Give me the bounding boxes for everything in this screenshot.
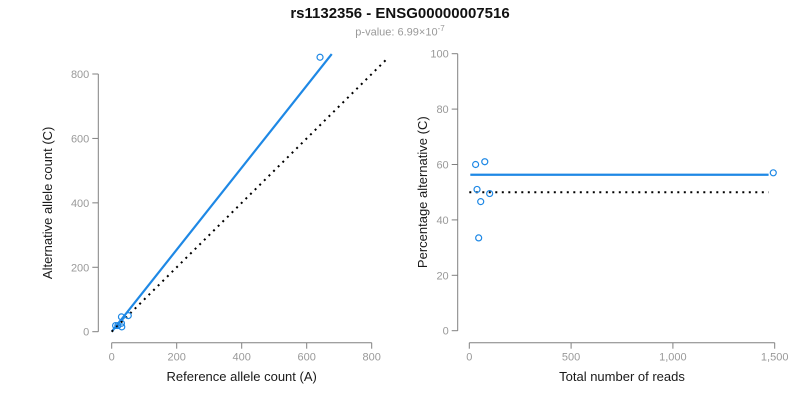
x-tick-label: 400 [233,352,251,364]
percentage-scatter-y-axis-title: Percentage alternative (C) [415,116,430,268]
data-point [117,313,126,321]
data-point [316,53,324,61]
y-tick-label: 80 [436,104,448,116]
x-tick-label: 0 [109,352,115,364]
fitted-ratio-line [110,53,333,333]
data-point [769,169,777,177]
data-point [473,185,481,194]
y-tick-label: 20 [436,270,448,282]
percentage-scatter-x-axis-title: Total number of reads [559,369,685,384]
y-tick-label: 800 [71,69,89,81]
x-tick-label: 500 [562,352,580,364]
y-tick-label: 100 [430,49,448,61]
data-point [477,198,485,206]
data-point [118,323,126,331]
data-point [481,158,489,166]
y-tick-label: 0 [443,326,449,338]
data-point [475,234,483,242]
pvalue-exponent: -7 [437,24,445,33]
x-tick-label: 600 [298,352,316,364]
figure-subtitle: p-value: 6.99×10-7 [0,24,800,39]
y-tick-label: 40 [436,215,448,227]
data-point [472,160,480,169]
y-tick-label: 200 [71,262,89,274]
allele-counts-scatter-y-axis-title: Alternative allele count (C) [40,127,55,279]
data-point [114,321,122,330]
x-tick-label: 0 [466,352,472,364]
data-point [124,311,132,320]
x-tick-label: 200 [168,352,186,364]
x-tick-label: 1,500 [761,352,789,364]
pvalue-text: p-value: 6.99×10 [355,26,438,39]
y-tick-label: 600 [71,133,89,145]
allele-counts-scatter-x-axis-title: Reference allele count (A) [167,369,317,384]
y-tick-label: 60 [436,160,448,172]
figure-title: rs1132356 - ENSG00000007516 [290,5,510,22]
x-tick-label: 800 [363,352,381,364]
identity-line [110,57,389,333]
y-tick-label: 400 [71,198,89,210]
x-tick-label: 1,000 [659,352,687,364]
y-tick-label: 0 [83,327,89,339]
data-point [486,189,494,198]
